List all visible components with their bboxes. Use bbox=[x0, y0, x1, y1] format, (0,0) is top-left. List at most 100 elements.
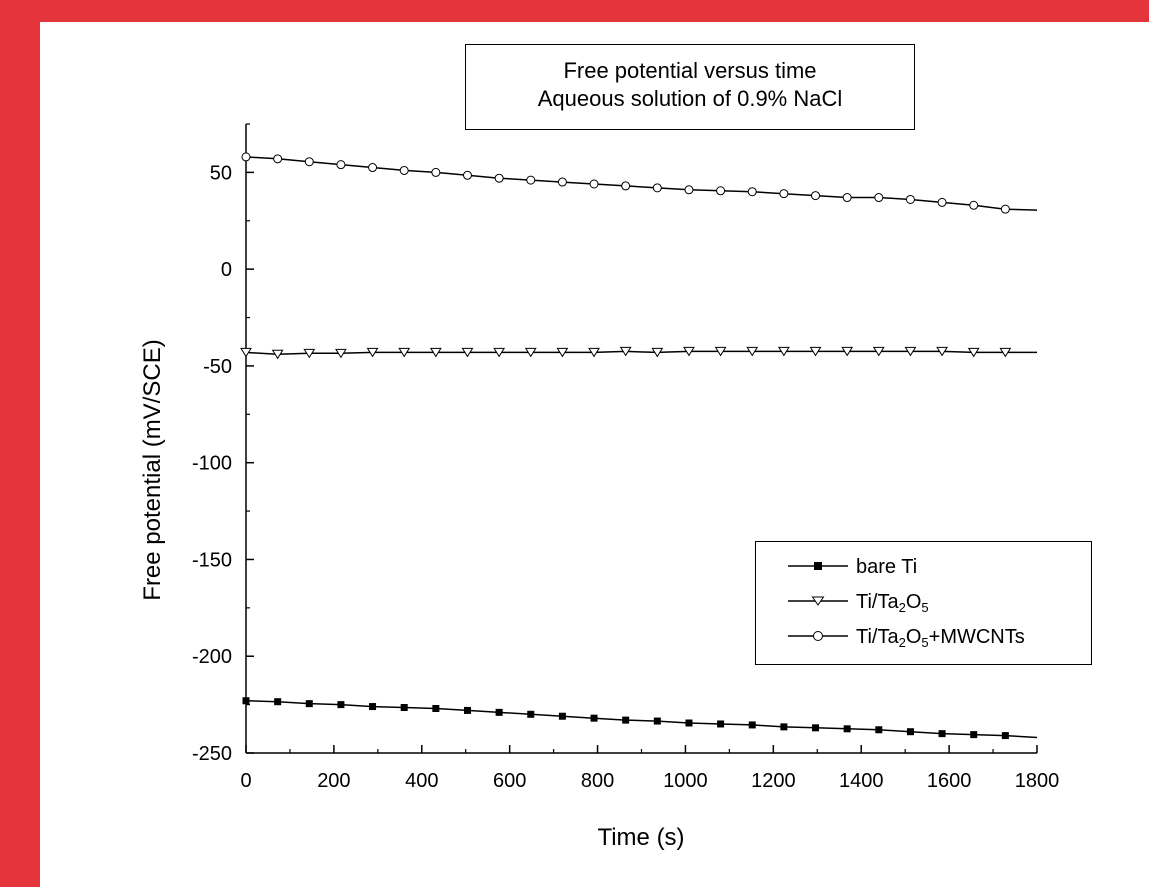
data-point bbox=[303, 348, 316, 359]
data-point bbox=[684, 185, 694, 195]
data-point bbox=[271, 349, 284, 360]
data-point bbox=[1001, 732, 1009, 740]
data-point bbox=[463, 706, 471, 714]
data-point bbox=[904, 346, 917, 357]
legend-label-ti-ta2o5-mwcnts: Ti/Ta2O5+MWCNTs bbox=[856, 626, 1025, 650]
data-point bbox=[811, 191, 821, 201]
data-point bbox=[273, 154, 283, 164]
legend-marker-ti-ta2o5-mwcnts bbox=[788, 631, 848, 641]
data-point bbox=[494, 173, 504, 183]
data-point bbox=[717, 720, 725, 728]
series-line-0 bbox=[245, 699, 1038, 739]
data-point bbox=[716, 186, 726, 196]
data-point bbox=[843, 725, 851, 733]
data-point bbox=[305, 700, 313, 708]
legend-marker-ti-ta2o5 bbox=[788, 596, 848, 606]
data-point bbox=[622, 716, 630, 724]
data-point bbox=[937, 197, 947, 207]
x-tick-label: 1000 bbox=[663, 770, 708, 792]
data-point bbox=[527, 710, 535, 718]
y-tick-label: -200 bbox=[192, 646, 232, 668]
data-point bbox=[493, 347, 506, 358]
data-point bbox=[779, 189, 789, 199]
left-border bbox=[0, 0, 40, 887]
x-tick-label: 800 bbox=[581, 770, 614, 792]
data-point bbox=[651, 347, 664, 358]
data-point bbox=[653, 717, 661, 725]
data-point bbox=[969, 200, 979, 210]
data-point bbox=[842, 193, 852, 203]
x-tick-label: 0 bbox=[240, 770, 251, 792]
data-point bbox=[905, 194, 915, 204]
data-point bbox=[683, 346, 695, 357]
x-tick-label: 1400 bbox=[839, 770, 884, 792]
data-point bbox=[621, 181, 631, 191]
data-point bbox=[336, 160, 346, 170]
x-tick-label: 1800 bbox=[1015, 770, 1060, 792]
data-point bbox=[875, 726, 883, 734]
y-axis-label: Free potential (mV/SCE) bbox=[139, 339, 166, 600]
data-point bbox=[274, 698, 282, 706]
data-point bbox=[999, 347, 1012, 358]
y-tick-label: -250 bbox=[192, 743, 232, 765]
data-point bbox=[431, 167, 441, 177]
series-line-1 bbox=[245, 350, 1037, 356]
data-point bbox=[1000, 204, 1010, 214]
x-axis-label: Time (s) bbox=[597, 824, 684, 851]
data-point bbox=[337, 701, 345, 709]
data-point bbox=[429, 347, 442, 358]
data-point bbox=[368, 163, 378, 173]
data-point bbox=[242, 697, 250, 705]
data-point bbox=[746, 346, 759, 357]
data-point bbox=[874, 193, 884, 203]
x-tick-label: 600 bbox=[493, 770, 526, 792]
data-point bbox=[809, 346, 822, 357]
chart-subtitle: Aqueous solution of 0.9% NaCl bbox=[537, 86, 843, 111]
data-point bbox=[619, 346, 632, 357]
data-point bbox=[240, 347, 252, 358]
chart-title-box: Free potential versus time Aqueous solut… bbox=[465, 44, 915, 130]
data-point bbox=[304, 157, 314, 167]
data-point bbox=[685, 719, 693, 727]
data-point bbox=[872, 346, 885, 357]
legend-marker-bare-ti bbox=[788, 562, 848, 570]
legend-label-bare-ti: bare Ti bbox=[856, 556, 918, 578]
data-point bbox=[524, 347, 537, 358]
x-tick-label: 1600 bbox=[927, 770, 972, 792]
data-point bbox=[747, 187, 757, 197]
data-point bbox=[558, 712, 566, 720]
data-point bbox=[970, 731, 978, 739]
data-point bbox=[399, 165, 409, 175]
data-point bbox=[777, 346, 790, 357]
top-border bbox=[0, 0, 1149, 22]
data-point bbox=[841, 346, 854, 357]
data-point bbox=[462, 170, 472, 180]
chart-title: Free potential versus time bbox=[563, 58, 817, 83]
y-tick-label: 50 bbox=[210, 162, 232, 184]
data-point bbox=[812, 724, 820, 732]
x-tick-label: 400 bbox=[405, 770, 438, 792]
data-point bbox=[495, 708, 503, 716]
data-point bbox=[589, 179, 599, 189]
data-point bbox=[588, 347, 600, 358]
data-point bbox=[780, 723, 788, 731]
data-point bbox=[366, 347, 379, 358]
data-point bbox=[432, 704, 440, 712]
legend-entry-ti-ta2o5: Ti/Ta2O5 bbox=[756, 587, 1091, 617]
data-point bbox=[557, 177, 567, 187]
x-tick-label: 1200 bbox=[751, 770, 796, 792]
series-line-2 bbox=[245, 156, 1038, 211]
data-point bbox=[590, 714, 598, 722]
data-point bbox=[967, 347, 980, 358]
data-point bbox=[241, 152, 251, 162]
data-point bbox=[938, 730, 946, 738]
y-tick-label: -50 bbox=[203, 356, 232, 378]
legend: bare Ti Ti/Ta2O5 Ti/Ta2O5+MWCNTs bbox=[755, 541, 1092, 665]
data-point bbox=[714, 346, 727, 357]
data-point bbox=[398, 347, 411, 358]
data-point bbox=[400, 704, 408, 712]
legend-entry-bare-ti: bare Ti bbox=[756, 552, 1091, 582]
legend-entry-ti-ta2o5-mwcnts: Ti/Ta2O5+MWCNTs bbox=[756, 622, 1091, 652]
data-point bbox=[906, 728, 914, 736]
y-tick-label: -150 bbox=[192, 549, 232, 571]
